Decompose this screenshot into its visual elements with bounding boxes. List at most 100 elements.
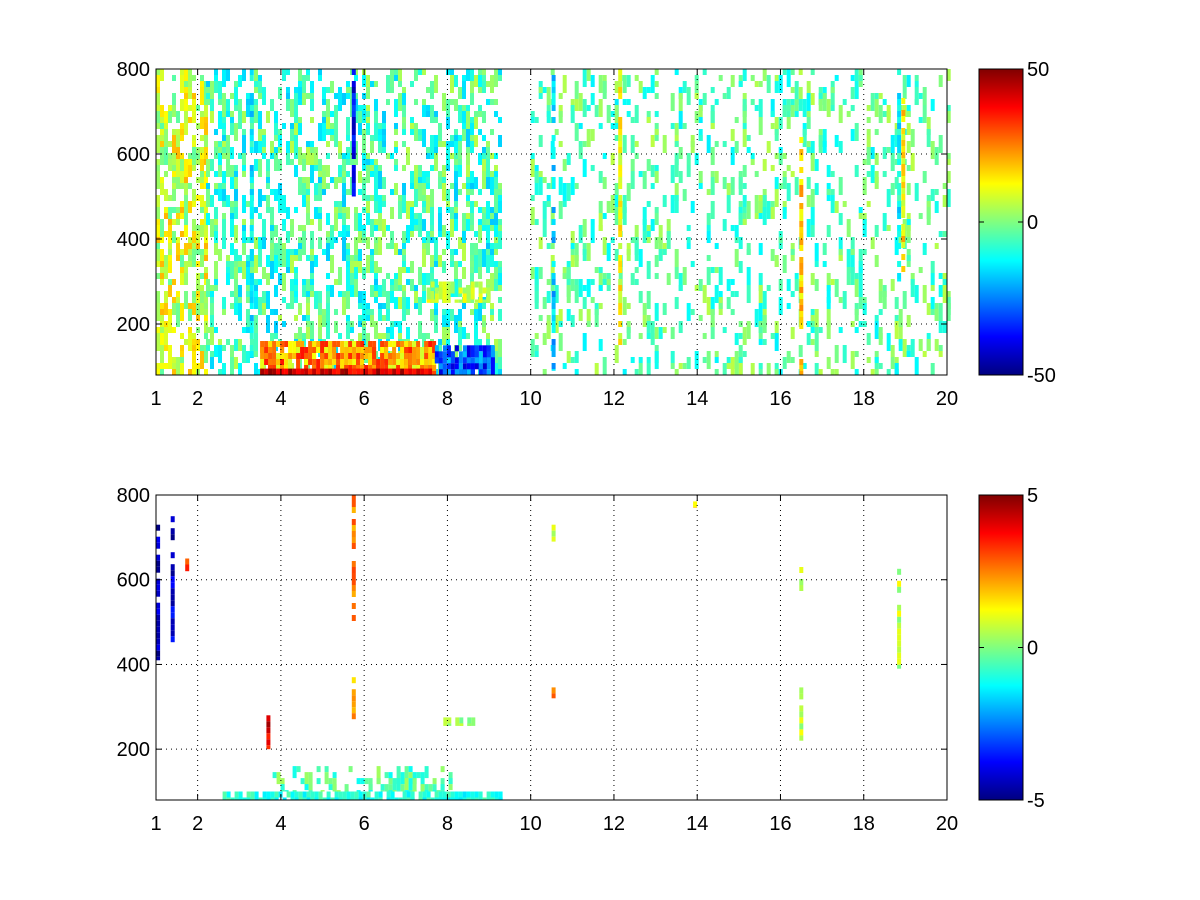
heatmap-cell bbox=[494, 201, 498, 219]
heatmap-cell bbox=[698, 135, 703, 141]
heatmap-cell bbox=[318, 159, 322, 171]
heatmap-cell bbox=[382, 231, 386, 237]
heatmap-cell bbox=[390, 153, 394, 159]
heatmap-cell bbox=[410, 183, 414, 189]
heatmap-cell bbox=[378, 791, 383, 798]
heatmap-cell bbox=[348, 359, 353, 365]
heatmap-cell bbox=[634, 153, 639, 159]
heatmap-cell bbox=[450, 351, 455, 364]
heatmap-cell bbox=[634, 369, 639, 375]
heatmap-cell bbox=[770, 207, 775, 219]
heatmap-cell bbox=[262, 87, 266, 105]
heatmap-cell bbox=[168, 225, 172, 243]
heatmap-streak-cell bbox=[799, 191, 804, 197]
heatmap-cell bbox=[930, 189, 935, 201]
heatmap-cell bbox=[222, 297, 226, 315]
heatmap-cell bbox=[168, 315, 172, 333]
heatmap-cell bbox=[498, 219, 502, 225]
heatmap-cell bbox=[402, 243, 406, 249]
heatmap-cell bbox=[266, 111, 270, 117]
heatmap-cell bbox=[686, 87, 691, 105]
heatmap-cell bbox=[160, 345, 164, 363]
heatmap-streak-cell bbox=[618, 267, 623, 273]
heatmap-cell bbox=[934, 243, 939, 249]
heatmap-streak-cell bbox=[249, 129, 254, 135]
heatmap-cell bbox=[188, 249, 192, 255]
heatmap-cell bbox=[494, 225, 498, 237]
heatmap-cell bbox=[218, 165, 222, 177]
heatmap-cell bbox=[726, 183, 731, 195]
heatmap-cell bbox=[686, 237, 691, 243]
heatmap-cell bbox=[242, 111, 246, 123]
heatmap-cell bbox=[498, 231, 502, 249]
heatmap-cell bbox=[434, 111, 438, 117]
heatmap-cell bbox=[330, 81, 334, 93]
heatmap-streak-cell bbox=[693, 501, 698, 508]
heatmap-streak-cell bbox=[901, 230, 906, 236]
heatmap-streak-cell bbox=[901, 224, 906, 230]
heatmap-cell bbox=[598, 201, 603, 213]
heatmap-cell bbox=[810, 273, 815, 285]
heatmap-cell bbox=[498, 309, 502, 321]
heatmap-cell bbox=[594, 309, 599, 327]
heatmap-cell bbox=[180, 303, 184, 321]
heatmap-cell bbox=[262, 291, 266, 309]
heatmap-cell bbox=[590, 129, 595, 141]
heatmap-cell bbox=[606, 279, 611, 285]
heatmap-cell bbox=[382, 135, 386, 141]
heatmap-cell bbox=[188, 69, 192, 81]
heatmap-cell bbox=[378, 195, 382, 213]
heatmap-cell bbox=[446, 299, 451, 303]
heatmap-cell bbox=[282, 123, 286, 129]
heatmap-cell bbox=[630, 273, 635, 285]
heatmap-cell bbox=[626, 111, 631, 117]
heatmap-cell bbox=[238, 99, 242, 117]
heatmap-streak-cell bbox=[799, 263, 804, 269]
heatmap-streak-cell bbox=[351, 585, 356, 591]
heatmap-cell bbox=[424, 347, 429, 353]
heatmap-cell bbox=[330, 111, 334, 117]
heatmap-cell bbox=[666, 273, 671, 285]
heatmap-cell bbox=[450, 369, 455, 376]
heatmap-cell bbox=[370, 261, 374, 273]
heatmap-cell bbox=[356, 790, 361, 792]
heatmap-cell bbox=[598, 75, 603, 93]
heatmap-cell bbox=[462, 327, 466, 339]
heatmap-cell bbox=[432, 359, 437, 365]
heatmap-cell bbox=[770, 165, 775, 171]
heatmap-cell bbox=[386, 243, 390, 249]
heatmap-cell bbox=[590, 279, 595, 285]
heatmap-cell bbox=[698, 171, 703, 183]
heatmap-cell bbox=[646, 261, 651, 279]
heatmap-cell bbox=[358, 189, 362, 195]
heatmap-cell bbox=[428, 353, 433, 365]
heatmap-cell bbox=[176, 147, 180, 165]
heatmap-cell bbox=[206, 345, 210, 351]
heatmap-cell bbox=[172, 369, 176, 375]
heatmap-streak-cell bbox=[799, 269, 804, 275]
heatmap-streak-cell bbox=[897, 616, 902, 623]
heatmap-cell bbox=[766, 75, 771, 93]
heatmap-cell bbox=[218, 369, 222, 375]
heatmap-streak-cell bbox=[249, 327, 254, 333]
heatmap-streak-cell bbox=[901, 128, 906, 134]
heatmap-cell bbox=[254, 87, 258, 93]
heatmap-streak-cell bbox=[618, 165, 623, 171]
heatmap-streak-cell bbox=[799, 221, 804, 227]
heatmap-cell bbox=[562, 183, 567, 201]
heatmap-cell bbox=[662, 249, 667, 255]
heatmap-cell bbox=[330, 237, 334, 249]
heatmap-cell bbox=[482, 249, 486, 267]
heatmap-cell bbox=[442, 797, 447, 800]
heatmap-streak-cell bbox=[249, 147, 254, 153]
heatmap-streak-cell bbox=[351, 129, 356, 135]
heatmap-cell bbox=[376, 368, 381, 375]
heatmap-cell bbox=[378, 243, 382, 255]
heatmap-cell bbox=[342, 797, 347, 800]
heatmap-cell bbox=[466, 183, 470, 189]
x-tick-label: 4 bbox=[275, 388, 286, 410]
heatmap-cell bbox=[390, 231, 394, 249]
heatmap-cell bbox=[710, 147, 715, 165]
heatmap-cell bbox=[450, 791, 455, 798]
heatmap-cell bbox=[838, 105, 843, 123]
